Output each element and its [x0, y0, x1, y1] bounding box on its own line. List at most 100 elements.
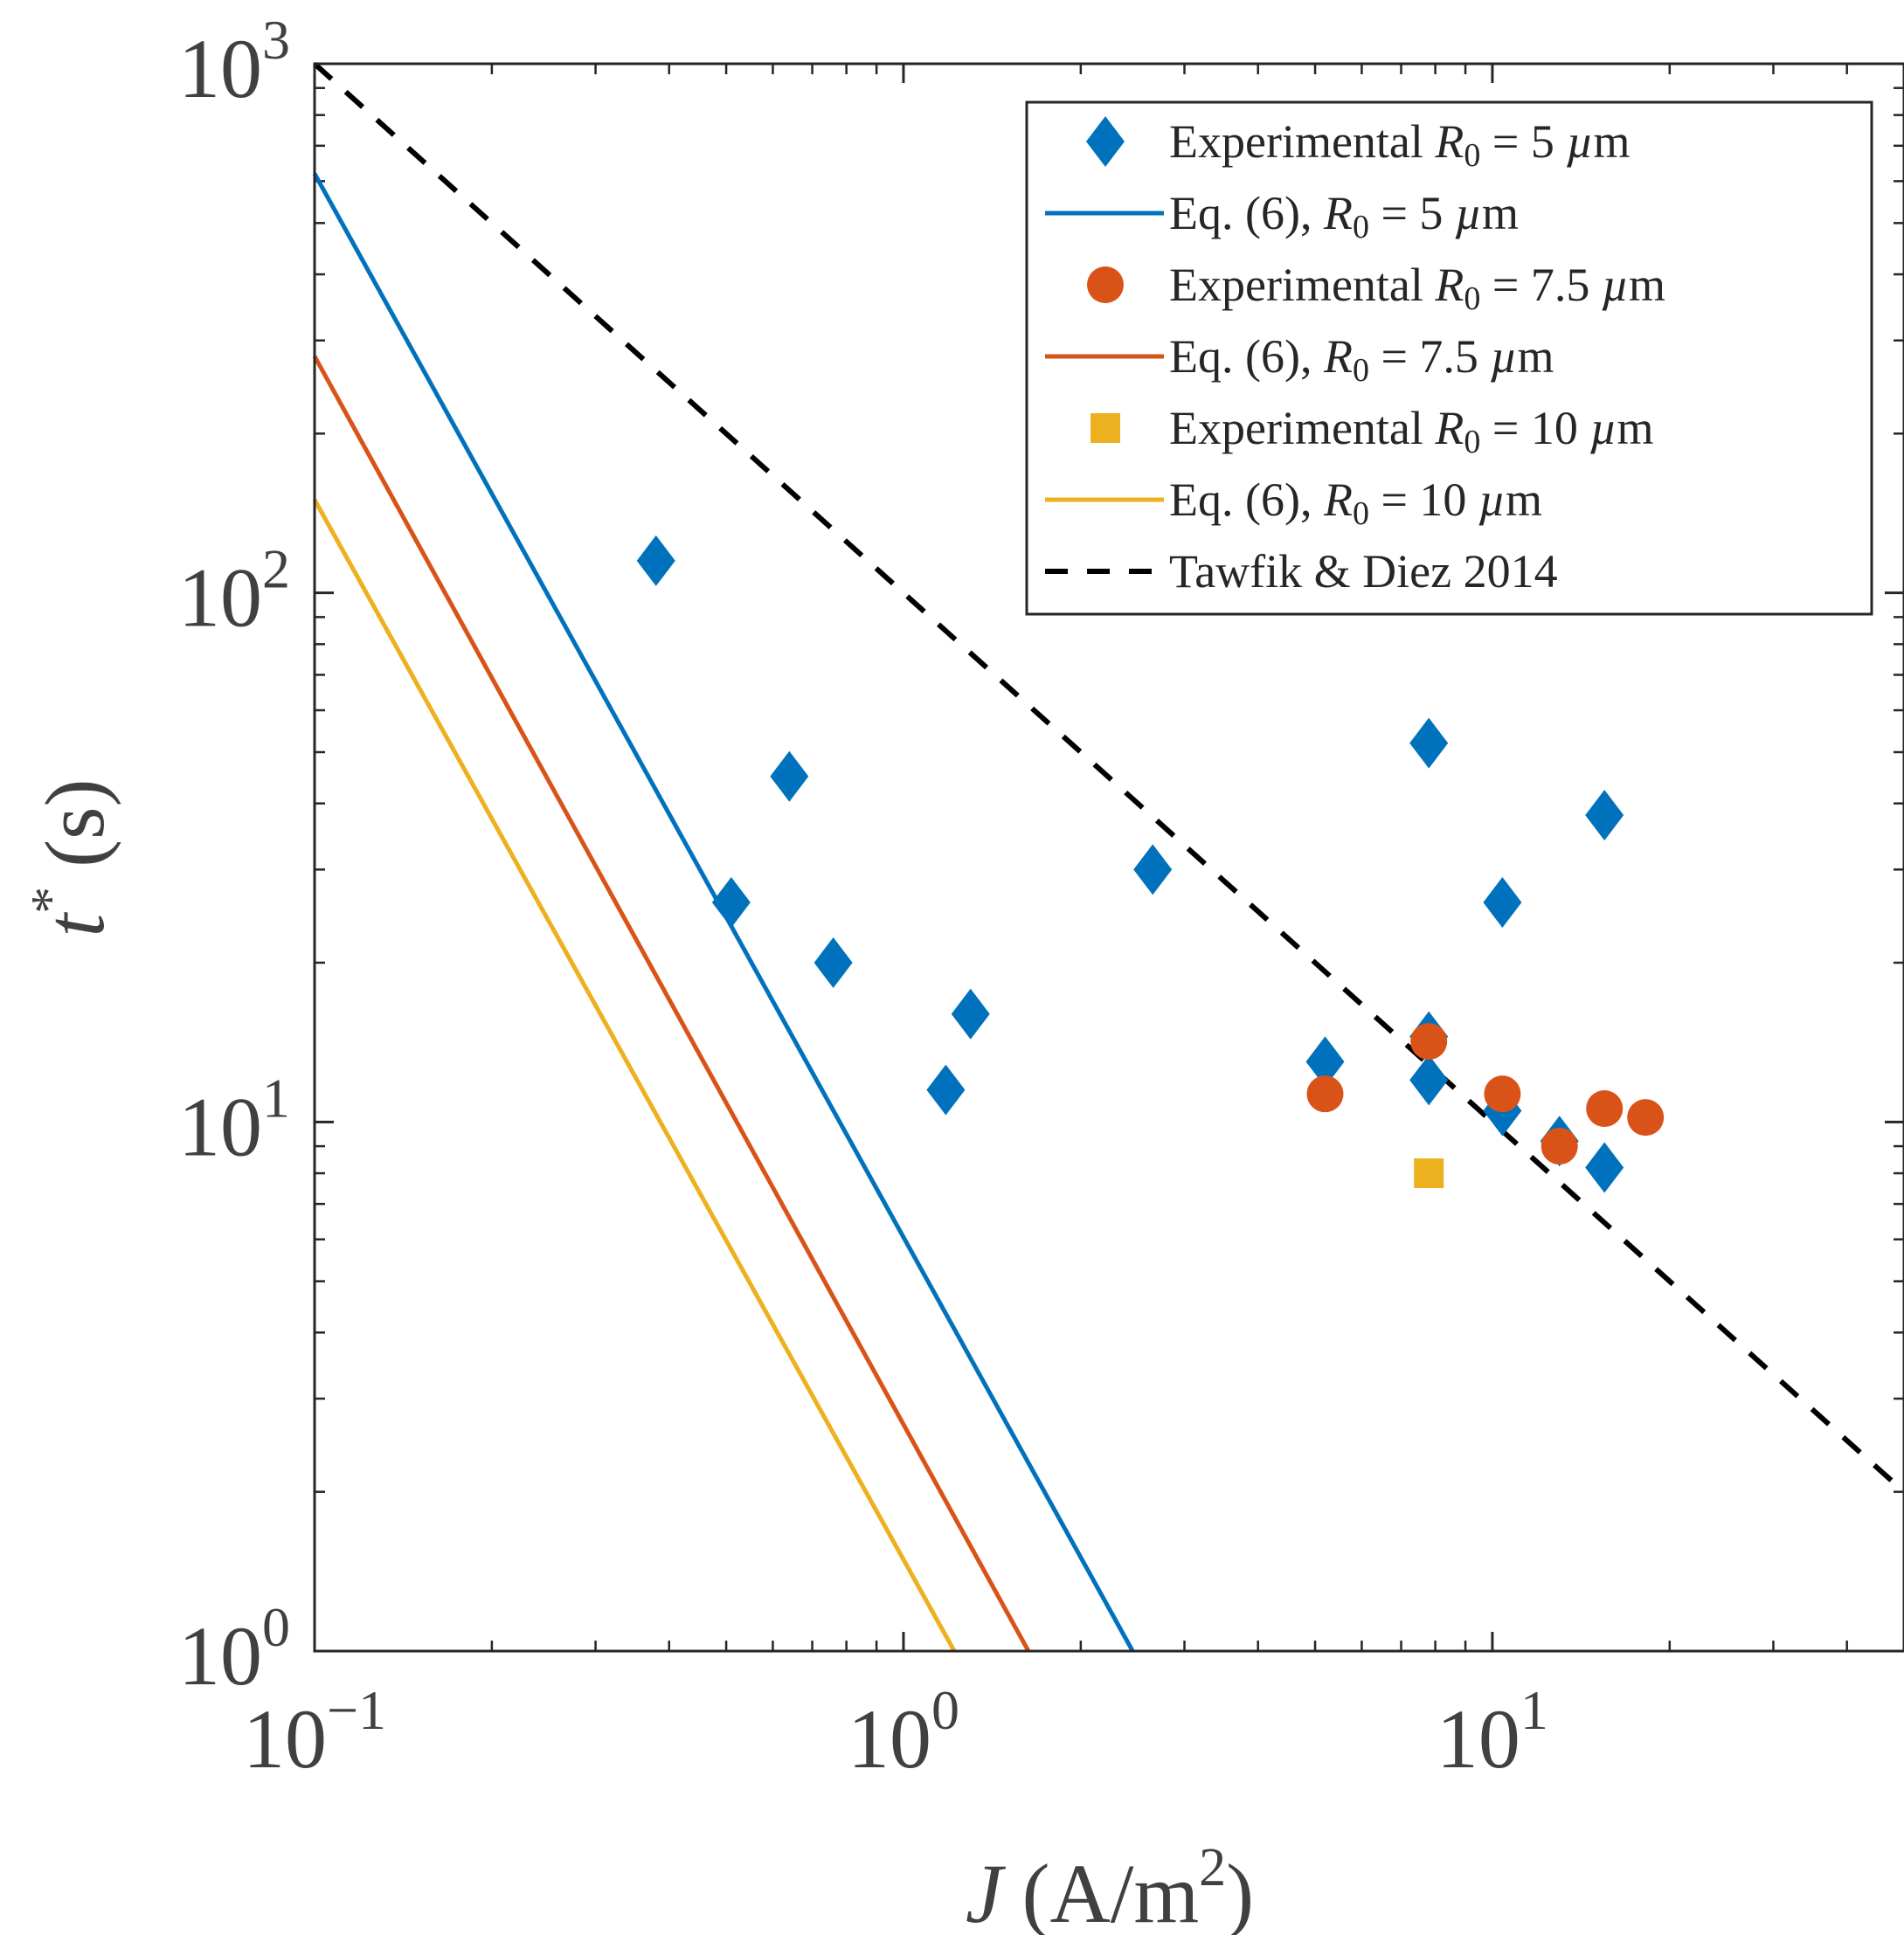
data-point-diamond — [1483, 876, 1522, 928]
minor-ticks — [315, 64, 1904, 1651]
data-point-circle — [1484, 1075, 1521, 1113]
legend-label-pre: Tawfik & Diez 2014 — [1169, 545, 1558, 598]
y-tick-label: 100 — [178, 1596, 290, 1703]
legend-label-unit: m — [1506, 473, 1542, 526]
legend-label-mu: µ — [1589, 402, 1617, 454]
series-line-6 — [312, 61, 1904, 1494]
legend-label-mu: µ — [1455, 187, 1482, 239]
y-axis-var: t — [28, 911, 121, 936]
y-tick-exp: 1 — [262, 1067, 290, 1129]
legend-label-post: = 10 — [1369, 473, 1478, 526]
legend-label-pre: Eq. (6), — [1169, 330, 1324, 383]
y-tick-exp: 2 — [262, 538, 290, 600]
legend-box — [1025, 100, 1873, 616]
legend-label-sub: 0 — [1464, 280, 1480, 317]
legend-label-unit: m — [1518, 330, 1554, 383]
x-axis-close: ) — [1226, 1847, 1254, 1935]
legend-marker-circle — [1087, 266, 1124, 303]
data-point-diamond — [1409, 717, 1449, 769]
legend-label-sym: R — [1323, 330, 1353, 383]
x-tick-label: 10−1 — [243, 1679, 386, 1786]
x-axis-sup: 2 — [1199, 1838, 1226, 1897]
legend-label: Experimental R0 = 10 µm — [1169, 402, 1654, 460]
legend-label: Experimental R0 = 7.5 µm — [1169, 259, 1665, 317]
legend-label-unit: m — [1629, 259, 1665, 311]
legend-label-mu: µ — [1566, 115, 1593, 168]
axes-box — [313, 62, 1904, 1653]
data-point-circle — [1586, 1090, 1624, 1128]
y-tick-exp: 0 — [262, 1596, 290, 1658]
y-tick-label: 103 — [178, 9, 290, 115]
legend-label-pre: Eq. (6), — [1169, 473, 1324, 526]
x-tick-base: 10 — [243, 1692, 327, 1786]
data-point-circle — [1627, 1099, 1665, 1137]
legend-label-unit: m — [1593, 115, 1630, 168]
y-axis-title: t* (s) — [21, 779, 121, 937]
legend-label: Tawfik & Diez 2014 — [1169, 545, 1558, 598]
x-axis-title: J (A/m2) — [966, 1838, 1254, 1935]
y-tick-label: 102 — [178, 538, 290, 645]
y-axis-sup: * — [21, 887, 80, 914]
y-tick-base: 10 — [178, 22, 262, 115]
legend-label: Eq. (6), R0 = 5 µm — [1169, 187, 1519, 245]
data-point-diamond — [636, 535, 675, 586]
legend-label-mu: µ — [1490, 330, 1517, 383]
x-tick-labels: 10−1 100 101 — [243, 1679, 1548, 1786]
legend-label-unit: m — [1617, 402, 1653, 454]
legend-label-mu: µ — [1602, 259, 1629, 311]
legend-label-sub: 0 — [1353, 352, 1369, 389]
data-point-diamond — [1585, 1142, 1624, 1193]
legend-label-post: = 7.5 — [1369, 330, 1490, 383]
data-point-diamond — [951, 988, 990, 1040]
legend-label-sym: R — [1323, 187, 1353, 239]
legend-marker-diamond — [1086, 116, 1125, 167]
data-point-circle — [1306, 1075, 1344, 1113]
x-tick-base: 10 — [848, 1692, 931, 1786]
legend-label-post: = 10 — [1480, 402, 1589, 454]
legend-label-unit: m — [1482, 187, 1519, 239]
legend-label-sym: R — [1434, 259, 1464, 311]
y-tick-base: 10 — [178, 551, 262, 645]
y-tick-base: 10 — [178, 1609, 262, 1703]
data-point-diamond — [814, 937, 853, 989]
y-tick-base: 10 — [178, 1080, 262, 1173]
y-axis-unit: (s) — [28, 779, 121, 867]
legend-label: Eq. (6), R0 = 7.5 µm — [1169, 330, 1554, 389]
legend-label-post: = 7.5 — [1480, 259, 1601, 311]
x-tick-exp: 0 — [931, 1679, 959, 1741]
legend-marker-square — [1090, 413, 1120, 443]
x-tick-base: 10 — [1437, 1692, 1520, 1786]
legend-label-sym: R — [1434, 402, 1464, 454]
legend-label: Eq. (6), R0 = 10 µm — [1169, 473, 1542, 532]
series-line-3 — [312, 355, 1031, 1653]
data-point-circle — [1541, 1128, 1578, 1165]
data-point-diamond — [1133, 844, 1173, 895]
legend-label-post: = 5 — [1369, 187, 1455, 239]
x-axis-var: J — [966, 1847, 1007, 1935]
x-tick-label: 100 — [848, 1679, 959, 1786]
legend-label-mu: µ — [1478, 473, 1506, 526]
legend-label-sub: 0 — [1353, 495, 1369, 532]
x-tick-label: 101 — [1437, 1679, 1548, 1786]
series-markers — [636, 535, 1665, 1193]
y-tick-exp: 3 — [262, 9, 290, 71]
legend-label: Experimental R0 = 5 µm — [1169, 115, 1631, 174]
data-point-diamond — [926, 1064, 966, 1116]
data-point-diamond — [1585, 790, 1624, 841]
series-line-5 — [312, 498, 957, 1653]
y-tick-label: 101 — [178, 1067, 290, 1173]
legend-label-pre: Experimental — [1169, 402, 1435, 454]
data-point-diamond — [1409, 1054, 1449, 1106]
legend-label-sub: 0 — [1353, 209, 1369, 245]
legend-label-sym: R — [1323, 473, 1353, 526]
legend-label-post: = 5 — [1480, 115, 1566, 168]
x-tick-exp: 1 — [1520, 1679, 1548, 1741]
data-point-square — [1414, 1158, 1444, 1189]
legend-label-pre: Eq. (6), — [1169, 187, 1324, 239]
data-point-diamond — [1305, 1036, 1345, 1088]
legend-label-pre: Experimental — [1169, 259, 1435, 311]
data-point-diamond — [770, 750, 809, 802]
